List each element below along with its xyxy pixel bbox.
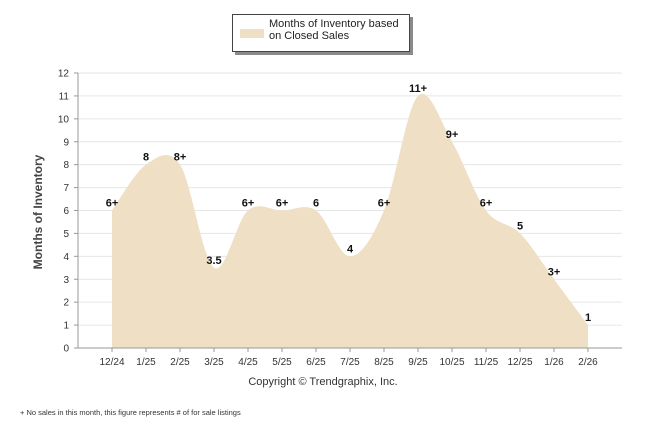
- footnote-text: + No sales in this month, this figure re…: [20, 408, 241, 417]
- x-tick-label: 8/25: [374, 357, 394, 368]
- x-tick-label: 5/25: [272, 357, 292, 368]
- x-tick-label: 2/25: [170, 357, 190, 368]
- y-tick-label: 4: [63, 252, 69, 263]
- y-tick-label: 0: [63, 344, 69, 355]
- area-series: [112, 93, 588, 348]
- copyright-text: Copyright © Trendgraphix, Inc.: [248, 376, 398, 388]
- y-tick-label: 1: [63, 321, 69, 332]
- y-tick-label: 11: [59, 91, 70, 102]
- data-label: 8: [143, 152, 149, 164]
- data-label: 6: [313, 198, 319, 210]
- x-tick-label: 11/25: [474, 357, 499, 368]
- x-tick-label: 4/25: [238, 357, 258, 368]
- data-label: 6+: [276, 198, 289, 210]
- y-tick-label: 3: [63, 275, 69, 286]
- y-tick-label: 10: [58, 114, 70, 125]
- y-tick-label: 5: [63, 229, 69, 240]
- x-tick-label: 7/25: [340, 357, 360, 368]
- legend-label: Months of Inventory based on Closed Sale…: [269, 18, 399, 42]
- x-tick-label: 9/25: [408, 357, 428, 368]
- data-label: 6+: [378, 198, 391, 210]
- x-tick-label: 12/25: [507, 357, 532, 368]
- x-tick-label: 2/26: [578, 357, 598, 368]
- data-label: 9+: [446, 129, 459, 141]
- data-label: 6+: [242, 198, 255, 210]
- y-tick-label: 9: [63, 137, 69, 148]
- data-label: 3.5: [206, 255, 221, 267]
- y-tick-label: 2: [63, 298, 69, 309]
- y-axis-title: Months of Inventory: [31, 154, 45, 270]
- data-labels: 6+ 8 8+ 3.5 6+ 6+ 6 4 6+ 11+ 9+ 6+ 5 3+ 1: [106, 83, 591, 324]
- data-label: 5: [517, 220, 523, 232]
- y-tick-label: 6: [63, 206, 69, 217]
- data-label: 3+: [548, 266, 561, 278]
- data-label: 6+: [480, 198, 493, 210]
- data-label: 8+: [174, 152, 187, 164]
- y-tick-label: 8: [63, 160, 69, 171]
- data-label: 4: [347, 243, 354, 255]
- x-tick-label: 6/25: [306, 357, 326, 368]
- x-tick-label: 3/25: [204, 357, 224, 368]
- x-tick-label: 10/25: [439, 357, 464, 368]
- y-tick-label: 12: [58, 69, 70, 80]
- x-tick-label: 1/25: [136, 357, 156, 368]
- x-tick-label: 1/26: [544, 357, 564, 368]
- data-label: 11+: [409, 83, 427, 95]
- axes: [74, 72, 622, 352]
- data-label: 1: [585, 312, 591, 324]
- legend: Months of Inventory based on Closed Sale…: [232, 14, 410, 52]
- data-label: 6+: [106, 198, 119, 210]
- legend-swatch: [240, 29, 264, 38]
- y-tick-label: 7: [63, 183, 69, 194]
- x-tick-label: 12/24: [99, 357, 124, 368]
